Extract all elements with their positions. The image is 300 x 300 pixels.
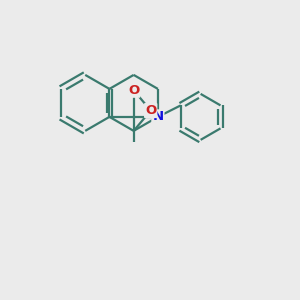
Text: O: O (145, 104, 156, 117)
Text: O: O (128, 84, 139, 97)
Text: N: N (152, 110, 164, 123)
